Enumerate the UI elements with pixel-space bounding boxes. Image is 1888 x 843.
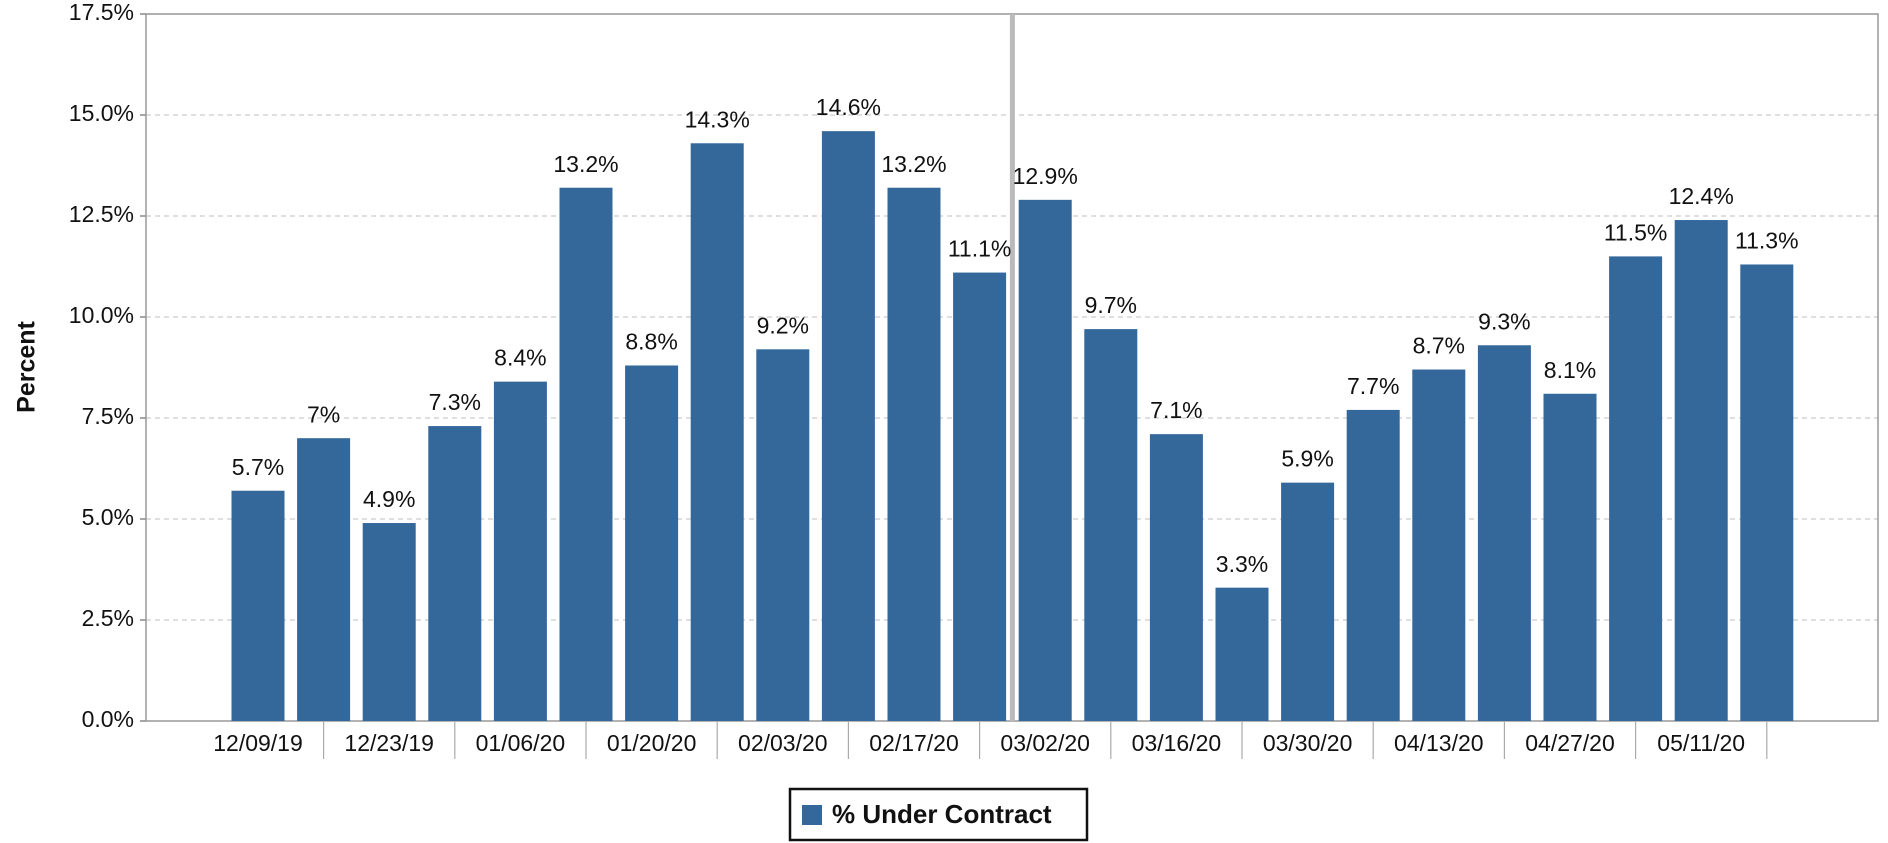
data-label: 5.7%: [232, 454, 284, 480]
data-label: 8.4%: [494, 345, 546, 371]
bar: [297, 438, 351, 721]
data-label: 11.5%: [1604, 219, 1668, 245]
data-label: 7.7%: [1347, 373, 1399, 399]
data-label: 3.3%: [1216, 551, 1268, 577]
x-tick-label: 05/11/20: [1657, 730, 1745, 756]
bar: [1674, 220, 1728, 722]
data-label: 12.9%: [1013, 163, 1078, 189]
bar: [821, 131, 875, 721]
bar: [887, 187, 941, 722]
data-label: 11.1%: [948, 236, 1012, 262]
x-tick-label: 04/27/20: [1525, 730, 1615, 756]
data-label: 8.7%: [1413, 333, 1465, 359]
bar: [690, 143, 744, 721]
x-tick-label: 03/02/20: [1000, 730, 1090, 756]
bar: [756, 349, 810, 721]
y-tick-label: 0.0%: [82, 706, 134, 732]
data-label: 14.6%: [816, 94, 881, 120]
bar: [625, 365, 679, 721]
bar: [1018, 199, 1072, 722]
bar: [493, 381, 547, 721]
data-label: 5.9%: [1281, 446, 1333, 472]
data-label: 13.2%: [881, 151, 946, 177]
y-tick-label: 12.5%: [69, 201, 134, 227]
data-label: 8.8%: [625, 329, 677, 355]
data-label: 7.1%: [1150, 397, 1202, 423]
data-label: 9.3%: [1478, 308, 1530, 334]
x-tick-label: 02/17/20: [869, 730, 959, 756]
bar: [1281, 482, 1335, 721]
x-tick-label: 02/03/20: [738, 730, 828, 756]
x-tick-label: 01/06/20: [476, 730, 566, 756]
bar: [1609, 256, 1663, 721]
bar: [1477, 345, 1531, 721]
data-label: 7%: [307, 401, 340, 427]
bar: [231, 490, 285, 721]
y-tick-label: 7.5%: [82, 403, 134, 429]
data-label: 12.4%: [1669, 183, 1734, 209]
data-label: 13.2%: [553, 151, 618, 177]
bar: [1543, 393, 1597, 721]
legend-swatch: [802, 805, 822, 825]
x-tick-label: 12/23/19: [344, 730, 434, 756]
x-tick-label: 01/20/20: [607, 730, 697, 756]
data-label: 14.3%: [685, 106, 750, 132]
y-tick-label: 5.0%: [82, 504, 134, 530]
x-tick-label: 03/30/20: [1263, 730, 1353, 756]
y-tick-label: 15.0%: [69, 100, 134, 126]
y-tick-label: 17.5%: [69, 0, 134, 25]
data-label: 9.7%: [1085, 292, 1137, 318]
data-label: 9.2%: [757, 312, 809, 338]
data-label: 8.1%: [1544, 357, 1596, 383]
bar: [953, 272, 1007, 721]
bar: [1412, 369, 1466, 721]
bar: [1084, 329, 1138, 721]
x-tick-label: 12/09/19: [213, 730, 303, 756]
bar: [362, 523, 416, 721]
bar: [559, 187, 613, 722]
legend-label: % Under Contract: [832, 799, 1052, 829]
y-tick-label: 2.5%: [82, 605, 134, 631]
bar: [1346, 409, 1400, 721]
legend-box: [788, 787, 1089, 842]
data-label: 11.3%: [1735, 228, 1799, 254]
x-tick-label: 04/13/20: [1394, 730, 1484, 756]
bar: [1215, 587, 1269, 721]
y-axis-label: Percent: [13, 320, 41, 412]
bar: [1740, 264, 1794, 721]
bar: [428, 426, 482, 721]
x-tick-label: 03/16/20: [1132, 730, 1222, 756]
data-label: 4.9%: [363, 486, 415, 512]
data-label: 7.3%: [429, 389, 481, 415]
bar: [1149, 434, 1203, 721]
y-tick-label: 10.0%: [69, 302, 134, 328]
